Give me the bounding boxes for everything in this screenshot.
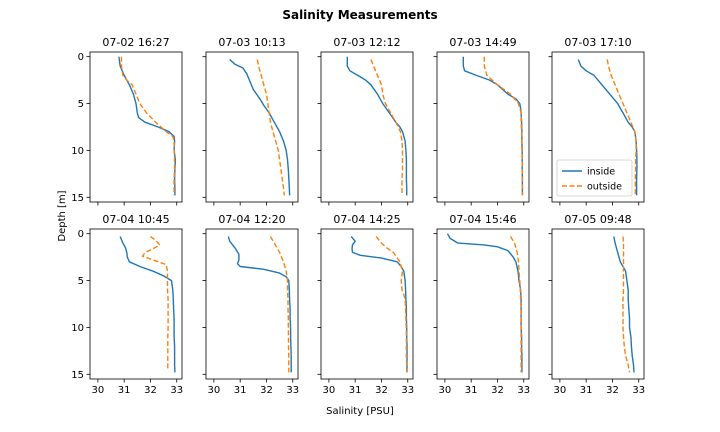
series-line-outside [509,236,522,373]
x-tick-label: 33 [170,385,183,396]
subplot-title: 07-02 16:27 [102,36,169,49]
subplot-title: 07-05 09:48 [564,213,631,226]
series-line-inside [613,236,635,373]
y-tick-label: 5 [78,276,84,287]
series-line-outside [256,59,285,196]
y-tick-label: 15 [71,193,84,204]
subplot-frame [436,51,530,203]
series-line-outside [483,56,524,196]
x-tick-label: 31 [580,385,593,396]
series-line-outside [269,236,290,373]
series-line-outside [120,56,176,196]
subplot-5: 07-03 17:10 inside outside [548,36,645,206]
subplot-6: 07-04 10:45 30 31 32 33 0 5 10 15 [71,213,183,396]
x-tick-label: 33 [401,385,414,396]
subplot-grid: 07-02 16:27 0 5 10 15 07-03 10:13 07-03 12:12 0… [71,36,645,396]
y-tick-label: 0 [78,229,84,240]
x-axis-label: Salinity [PSU] [326,406,394,417]
subplot-7: 07-04 12:20 30 31 32 33 [202,213,299,396]
x-tick-label: 32 [491,385,504,396]
subplot-2: 07-03 10:13 [202,36,299,206]
y-tick-label: 0 [78,52,84,63]
subplot-title: 07-04 12:20 [218,213,285,226]
x-tick-label: 30 [92,385,105,396]
x-tick-label: 31 [118,385,131,396]
subplot-title: 07-03 12:12 [333,36,400,49]
subplot-10: 07-05 09:48 30 31 32 33 [548,213,645,396]
subplot-frame [551,228,645,380]
subplot-title: 07-04 14:25 [333,213,400,226]
x-tick-label: 30 [323,385,336,396]
x-tick-label: 33 [286,385,299,396]
subplot-3: 07-03 12:12 [317,36,414,206]
subplot-frame [320,228,414,380]
series-line-inside [229,58,291,196]
y-axis-label: Depth [m] [57,190,68,241]
series-line-inside [577,59,638,196]
series-line-outside [375,236,408,373]
x-tick-label: 31 [234,385,247,396]
subplot-title: 07-03 10:13 [218,36,285,49]
legend-box [556,159,633,197]
y-tick-label: 10 [71,146,84,157]
series-line-outside [606,59,637,196]
x-tick-label: 32 [606,385,619,396]
x-tick-label: 32 [375,385,388,396]
subplot-title: 07-03 17:10 [564,36,631,49]
series-line-inside [227,236,292,373]
series-line-inside [119,236,176,373]
x-tick-label: 30 [208,385,221,396]
subplot-title: 07-04 10:45 [102,213,169,226]
legend-label-outside: outside [587,182,622,193]
x-tick-label: 31 [465,385,478,396]
series-line-inside [118,56,177,196]
chart-title: Salinity Measurements [282,8,437,22]
x-tick-label: 32 [260,385,273,396]
series-line-outside [141,235,169,371]
legend-label-inside: inside [587,167,615,178]
subplot-title: 07-03 14:49 [449,36,516,49]
y-tick-label: 15 [71,370,84,381]
subplot-title: 07-04 15:46 [449,213,516,226]
subplot-9: 07-04 15:46 30 31 32 33 [433,213,530,396]
x-tick-label: 30 [439,385,452,396]
x-tick-label: 33 [517,385,530,396]
series-line-inside [446,233,523,373]
series-line-outside [370,59,404,196]
x-tick-label: 32 [144,385,157,396]
y-tick-label: 10 [71,323,84,334]
subplot-frame [436,228,530,380]
subplot-frame [89,228,183,380]
subplot-frame [205,51,299,203]
subplot-8: 07-04 14:25 30 31 32 33 [317,213,414,396]
subplot-frame [551,51,645,203]
x-tick-label: 30 [554,385,567,396]
x-tick-label: 33 [632,385,645,396]
subplot-frame [320,51,414,203]
subplot-frame [205,228,299,380]
series-line-inside [350,236,408,373]
subplot-1: 07-02 16:27 0 5 10 15 [71,36,183,206]
subplot-4: 07-03 14:49 [433,36,530,206]
series-line-inside [462,56,524,196]
legend: inside outside [556,159,633,197]
series-line-outside [622,236,631,373]
y-tick-label: 5 [78,99,84,110]
subplot-frame [89,51,183,203]
x-tick-label: 31 [349,385,362,396]
